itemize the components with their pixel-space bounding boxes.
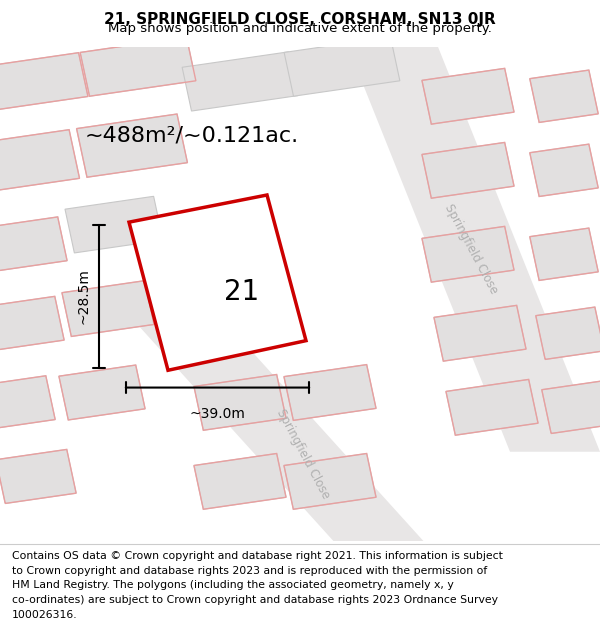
Polygon shape bbox=[284, 454, 376, 509]
Polygon shape bbox=[0, 52, 88, 110]
Polygon shape bbox=[77, 114, 187, 178]
Polygon shape bbox=[59, 365, 145, 420]
Polygon shape bbox=[0, 296, 64, 351]
Polygon shape bbox=[0, 130, 80, 191]
Text: Springfield Close: Springfield Close bbox=[442, 202, 500, 296]
Polygon shape bbox=[348, 47, 600, 452]
Text: ~39.0m: ~39.0m bbox=[190, 408, 245, 421]
Polygon shape bbox=[284, 364, 376, 421]
Polygon shape bbox=[422, 142, 514, 198]
Text: Springfield Close: Springfield Close bbox=[274, 407, 332, 501]
Polygon shape bbox=[542, 381, 600, 434]
Polygon shape bbox=[530, 228, 598, 281]
Polygon shape bbox=[536, 307, 600, 359]
Polygon shape bbox=[530, 70, 598, 122]
Polygon shape bbox=[194, 374, 286, 430]
Polygon shape bbox=[62, 281, 154, 336]
Polygon shape bbox=[0, 217, 67, 272]
Polygon shape bbox=[422, 226, 514, 282]
Polygon shape bbox=[422, 68, 514, 124]
Text: 21, SPRINGFIELD CLOSE, CORSHAM, SN13 0JR: 21, SPRINGFIELD CLOSE, CORSHAM, SN13 0JR bbox=[104, 12, 496, 27]
Polygon shape bbox=[182, 52, 298, 111]
Polygon shape bbox=[530, 144, 598, 196]
Polygon shape bbox=[284, 37, 400, 96]
Polygon shape bbox=[434, 306, 526, 361]
Text: Map shows position and indicative extent of the property.: Map shows position and indicative extent… bbox=[108, 22, 492, 35]
Polygon shape bbox=[129, 195, 306, 370]
Polygon shape bbox=[80, 37, 196, 96]
Text: HM Land Registry. The polygons (including the associated geometry, namely x, y: HM Land Registry. The polygons (includin… bbox=[12, 580, 454, 590]
Polygon shape bbox=[194, 454, 286, 509]
Polygon shape bbox=[446, 379, 538, 435]
Polygon shape bbox=[0, 449, 76, 504]
Polygon shape bbox=[132, 318, 432, 551]
Text: 21: 21 bbox=[224, 278, 259, 306]
Text: co-ordinates) are subject to Crown copyright and database rights 2023 Ordnance S: co-ordinates) are subject to Crown copyr… bbox=[12, 595, 498, 605]
Polygon shape bbox=[65, 196, 163, 253]
Text: 100026316.: 100026316. bbox=[12, 610, 77, 620]
Polygon shape bbox=[0, 376, 55, 429]
Text: to Crown copyright and database rights 2023 and is reproduced with the permissio: to Crown copyright and database rights 2… bbox=[12, 566, 487, 576]
Text: ~28.5m: ~28.5m bbox=[76, 268, 90, 324]
Text: Contains OS data © Crown copyright and database right 2021. This information is : Contains OS data © Crown copyright and d… bbox=[12, 551, 503, 561]
Text: ~488m²/~0.121ac.: ~488m²/~0.121ac. bbox=[85, 126, 299, 146]
